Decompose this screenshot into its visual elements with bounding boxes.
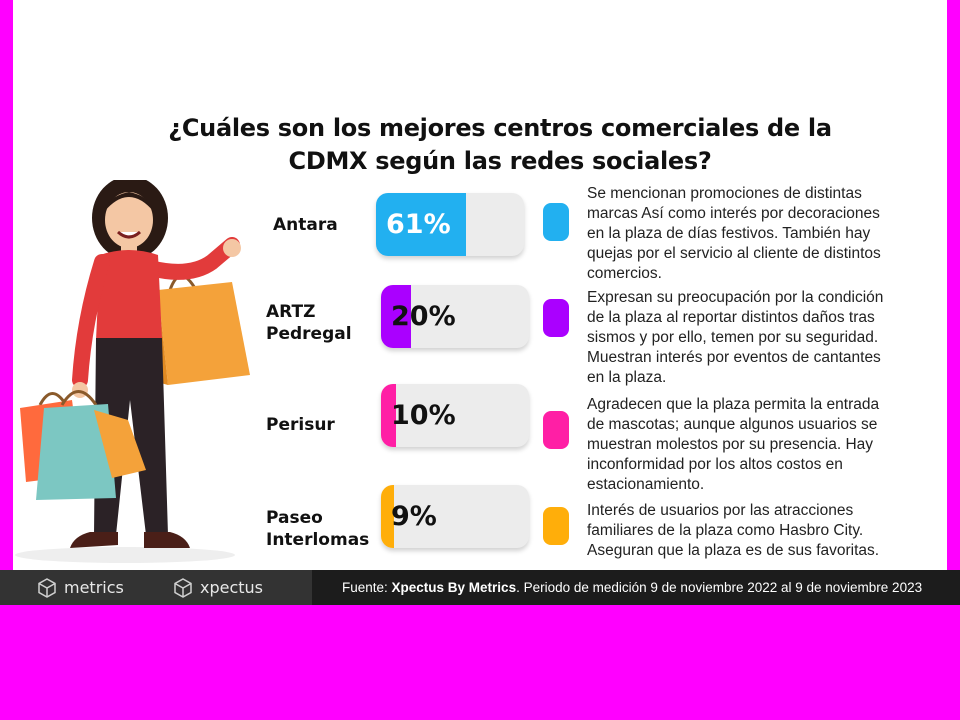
bar-value-artz-pedregal: 20% (391, 301, 456, 332)
row-label-perisur: Perisur (266, 414, 335, 436)
description-antara: Se mencionan promociones de distintas ma… (587, 184, 937, 284)
description-paseo-interlomas: Interés de usuarios por las atracciones … (587, 501, 937, 561)
bar-track-perisur: 10% (381, 384, 529, 447)
description-line: Se mencionan promociones de distintas (587, 185, 862, 202)
row-label-artz-line2: Pedregal (266, 324, 352, 344)
description-line: comercios. (587, 265, 662, 282)
xpectus-logo-text: xpectus (200, 578, 264, 597)
title-line-2: CDMX según las redes sociales? (288, 147, 712, 175)
description-line: Muestran interés por eventos de cantante… (587, 349, 881, 366)
description-line: sismos y por ello, temen por su segurida… (587, 329, 879, 346)
description-line: en la plaza. (587, 369, 667, 386)
description-line: en la plaza de días festivos. También ha… (587, 225, 871, 242)
shopper-illustration (15, 180, 250, 563)
description-line: Aseguran que la plaza es de sus favorita… (587, 542, 880, 559)
description-line: Interés de usuarios por las atracciones (587, 502, 854, 519)
row-label-perisur-line1: Perisur (266, 415, 335, 435)
row-label-artz-line1: ARTZ (266, 302, 316, 322)
description-line: familiares de la plaza como Hasbro City. (587, 522, 864, 539)
description-perisur: Agradecen que la plaza permita la entrad… (587, 395, 937, 495)
description-line: Agradecen que la plaza permita la entrad… (587, 396, 880, 413)
color-marker-antara (543, 203, 569, 241)
description-line: de la plaza al reportar distintos daños … (587, 309, 875, 326)
row-label-antara-line1: Antara (273, 215, 338, 235)
row-label-paseo-interlomas: Paseo Interlomas (266, 507, 369, 551)
metrics-logo: metrics (36, 570, 124, 605)
bar-value-paseo-interlomas: 9% (391, 501, 437, 532)
source-note: Fuente: Xpectus By Metrics. Periodo de m… (342, 570, 922, 605)
color-marker-artz-pedregal (543, 299, 569, 337)
row-label-paseo-line1: Paseo (266, 508, 323, 528)
description-line: estacionamiento. (587, 476, 705, 493)
cube-icon (38, 577, 56, 598)
description-line: quejas por el servicio al cliente de dis… (587, 245, 881, 262)
description-line: muestran molestos por su presencia. Hay (587, 436, 874, 453)
xpectus-logo: xpectus (172, 570, 263, 605)
footer-logos: metrics xpectus (0, 570, 312, 605)
bar-fill-paseo-interlomas (381, 485, 395, 548)
source-name: Xpectus By Metrics (391, 580, 517, 595)
source-period: . Periodo de medición 9 de noviembre 202… (516, 580, 923, 595)
page-title: ¿Cuáles son los mejores centros comercia… (60, 112, 940, 178)
bar-track-antara: 61% (376, 193, 524, 256)
description-line: de mascotas; aunque algunos usuarios se (587, 416, 878, 433)
row-label-antara: Antara (273, 214, 338, 236)
color-marker-perisur (543, 411, 569, 449)
title-line-1: ¿Cuáles son los mejores centros comercia… (168, 114, 832, 142)
bar-fill-antara (376, 193, 467, 256)
source-prefix: Fuente: (342, 580, 392, 595)
description-line: Expresan su preocupación por la condició… (587, 289, 884, 306)
bar-value-antara: 61% (386, 209, 451, 240)
bar-fill-perisur (381, 384, 396, 447)
description-line: inconformidad por los altos costos en (587, 456, 843, 473)
bar-fill-artz-pedregal (381, 285, 411, 348)
metrics-logo-text: metrics (64, 578, 124, 597)
row-label-paseo-line2: Interlomas (266, 530, 370, 550)
bar-track-paseo-interlomas: 9% (381, 485, 529, 548)
color-marker-paseo-interlomas (543, 507, 569, 545)
description-artz-pedregal: Expresan su preocupación por la condició… (587, 288, 937, 388)
cube-icon (174, 577, 192, 598)
footer-bar: metrics xpectus Fuente: Xpectus By Metri… (0, 570, 960, 605)
bar-track-artz-pedregal: 20% (381, 285, 529, 348)
row-label-artz-pedregal: ARTZ Pedregal (266, 301, 352, 345)
description-line: marcas Así como interés por decoraciones (587, 205, 880, 222)
bar-value-perisur: 10% (391, 400, 456, 431)
